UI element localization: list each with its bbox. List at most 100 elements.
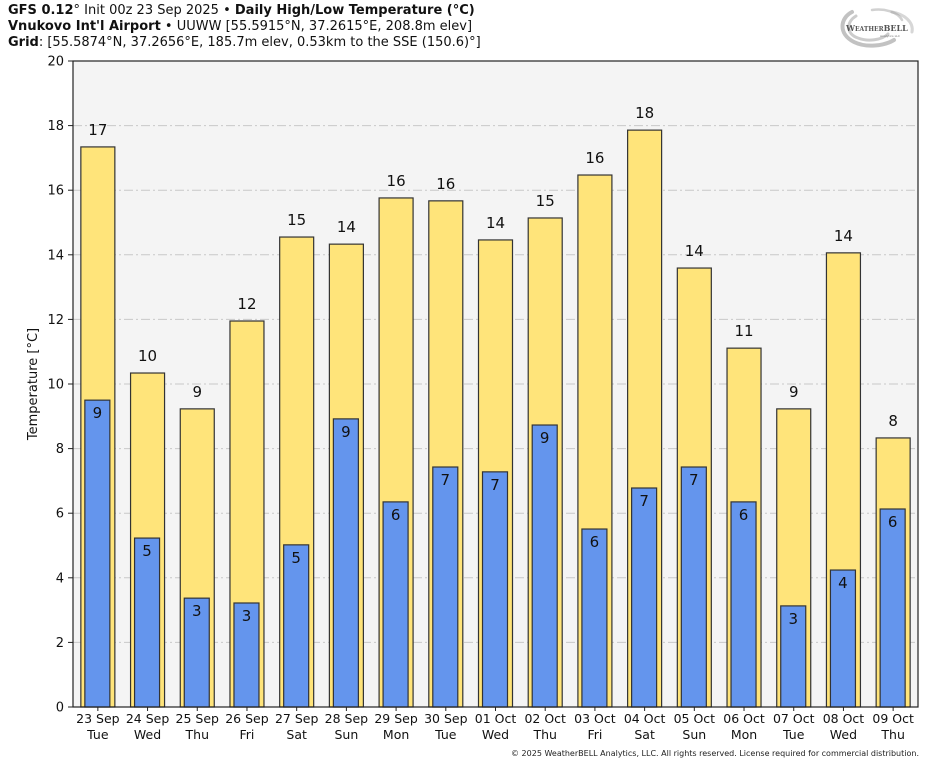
high-value-label: 12 <box>237 295 256 313</box>
low-value-label: 7 <box>689 471 699 489</box>
low-bar <box>730 501 757 708</box>
x-tick-weekday-label: Thu <box>185 727 209 742</box>
x-tick-weekday-label: Thu <box>880 727 904 742</box>
high-value-label: 17 <box>88 121 107 139</box>
low-value-label: 7 <box>639 492 649 510</box>
y-tick-label: 6 <box>56 507 64 522</box>
low-bar <box>829 569 857 708</box>
y-tick-label: 4 <box>56 571 64 586</box>
x-tick-weekday-label: Fri <box>240 727 255 742</box>
y-axis-label: Temperature [°C] <box>26 328 41 441</box>
x-tick-date-label: 25 Sep <box>176 711 220 726</box>
x-tick-date-label: 02 Oct <box>524 711 566 726</box>
low-bar <box>432 466 459 708</box>
high-value-label: 9 <box>789 383 799 401</box>
low-value-label: 6 <box>391 506 401 524</box>
x-tick-weekday-label: Wed <box>134 727 161 742</box>
x-tick-weekday-label: Sat <box>286 727 307 742</box>
high-value-label: 15 <box>287 211 306 229</box>
x-tick-weekday-label: Mon <box>731 727 757 742</box>
bars: 17 9 10 5 9 3 12 3 15 5 14 9 16 6 16 7 14 7 15 9 16 6 18 7 14 7 11… <box>80 104 911 708</box>
low-bar <box>531 424 558 708</box>
low-value-label: 5 <box>142 542 152 560</box>
low-bar <box>84 399 111 708</box>
low-value-label: 3 <box>242 607 252 625</box>
x-tick-weekday-label: Tue <box>782 727 805 742</box>
x-tick-weekday-label: Thu <box>532 727 556 742</box>
x-tick-date-label: 30 Sep <box>424 711 468 726</box>
y-tick-label: 16 <box>47 184 64 199</box>
low-value-label: 5 <box>291 549 301 567</box>
low-bar <box>233 602 260 708</box>
x-tick-date-label: 07 Oct <box>773 711 815 726</box>
high-value-label: 16 <box>436 175 455 193</box>
product-title: Daily High/Low Temperature (°C) <box>234 3 475 18</box>
low-bar <box>581 528 608 708</box>
x-tick-weekday-label: Tue <box>86 727 109 742</box>
high-value-label: 14 <box>834 227 853 245</box>
high-value-label: 16 <box>585 149 604 167</box>
y-tick-label: 2 <box>56 636 64 651</box>
grid-info: : [55.5874°N, 37.2656°E, 185.7m elev, 0.… <box>38 35 481 50</box>
high-value-label: 10 <box>138 347 157 365</box>
x-tick-weekday-label: Wed <box>482 727 509 742</box>
x-tick-weekday-label: Sun <box>334 727 358 742</box>
low-value-label: 9 <box>540 429 550 447</box>
station-separator: • <box>160 19 177 34</box>
x-tick-date-label: 01 Oct <box>475 711 517 726</box>
x-tick-date-label: 06 Oct <box>723 711 765 726</box>
x-tick-date-label: 24 Sep <box>126 711 170 726</box>
station-info: UUWW [55.5915°N, 37.2615°E, 208.8m elev] <box>176 19 473 34</box>
x-tick-weekday-label: Sat <box>634 727 655 742</box>
y-tick-label: 8 <box>56 442 64 457</box>
logo-subtext: Analytics LLC <box>880 34 900 38</box>
weatherbell-logo: WEATHERBELL Analytics LLC <box>840 8 914 48</box>
y-tick-label: 10 <box>47 378 64 393</box>
x-tick-date-label: 29 Sep <box>374 711 418 726</box>
low-value-label: 6 <box>590 533 600 551</box>
y-axis: 0 2 4 6 8 10 12 14 16 18 20 <box>47 55 73 716</box>
init-time: Init 00z 23 Sep 2025 • <box>80 3 235 18</box>
x-tick-weekday-label: Fri <box>587 727 602 742</box>
low-bar <box>133 537 161 708</box>
header-line-2: Vnukovo Int'l Airport • UUWW [55.5915°N,… <box>8 19 472 35</box>
low-bar <box>382 501 409 708</box>
low-bar <box>283 544 310 708</box>
low-bar <box>481 471 509 708</box>
header-line-1: GFS 0.12° Init 00z 23 Sep 2025 • Daily H… <box>8 3 475 19</box>
low-value-label: 6 <box>739 506 749 524</box>
x-tick-date-label: 08 Oct <box>823 711 865 726</box>
station-name: Vnukovo Int'l Airport <box>8 19 161 34</box>
grid-label: Grid <box>8 35 39 50</box>
low-bar <box>631 487 658 708</box>
high-value-label: 9 <box>192 383 202 401</box>
logo-text: WEATHERBELL <box>845 23 908 33</box>
x-tick-weekday-label: Wed <box>830 727 857 742</box>
x-tick-date-label: 04 Oct <box>624 711 666 726</box>
copyright-notice: © 2025 WeatherBELL Analytics, LLC. All r… <box>511 749 919 758</box>
low-bar <box>680 466 707 708</box>
high-value-label: 16 <box>387 172 406 190</box>
high-value-label: 11 <box>734 322 753 340</box>
y-tick-label: 12 <box>47 313 64 328</box>
y-tick-label: 18 <box>47 119 64 134</box>
x-tick-date-label: 27 Sep <box>275 711 319 726</box>
low-value-label: 7 <box>441 471 451 489</box>
low-value-label: 9 <box>93 404 103 422</box>
swirl-icon <box>840 8 914 48</box>
x-tick-date-label: 23 Sep <box>76 711 120 726</box>
model-name: GFS 0.12 <box>8 3 74 18</box>
y-tick-label: 0 <box>56 701 64 716</box>
y-tick-label: 14 <box>47 248 64 263</box>
x-tick-weekday-label: Sun <box>682 727 706 742</box>
x-tick-date-label: 09 Oct <box>872 711 914 726</box>
high-value-label: 14 <box>685 242 704 260</box>
high-value-label: 8 <box>888 412 898 430</box>
low-bar <box>183 597 210 708</box>
x-tick-date-label: 26 Sep <box>225 711 269 726</box>
low-value-label: 7 <box>490 476 500 494</box>
low-value-label: 3 <box>788 610 798 628</box>
x-tick-date-label: 28 Sep <box>325 711 369 726</box>
header-line-3: Grid: [55.5874°N, 37.2656°E, 185.7m elev… <box>8 35 481 51</box>
